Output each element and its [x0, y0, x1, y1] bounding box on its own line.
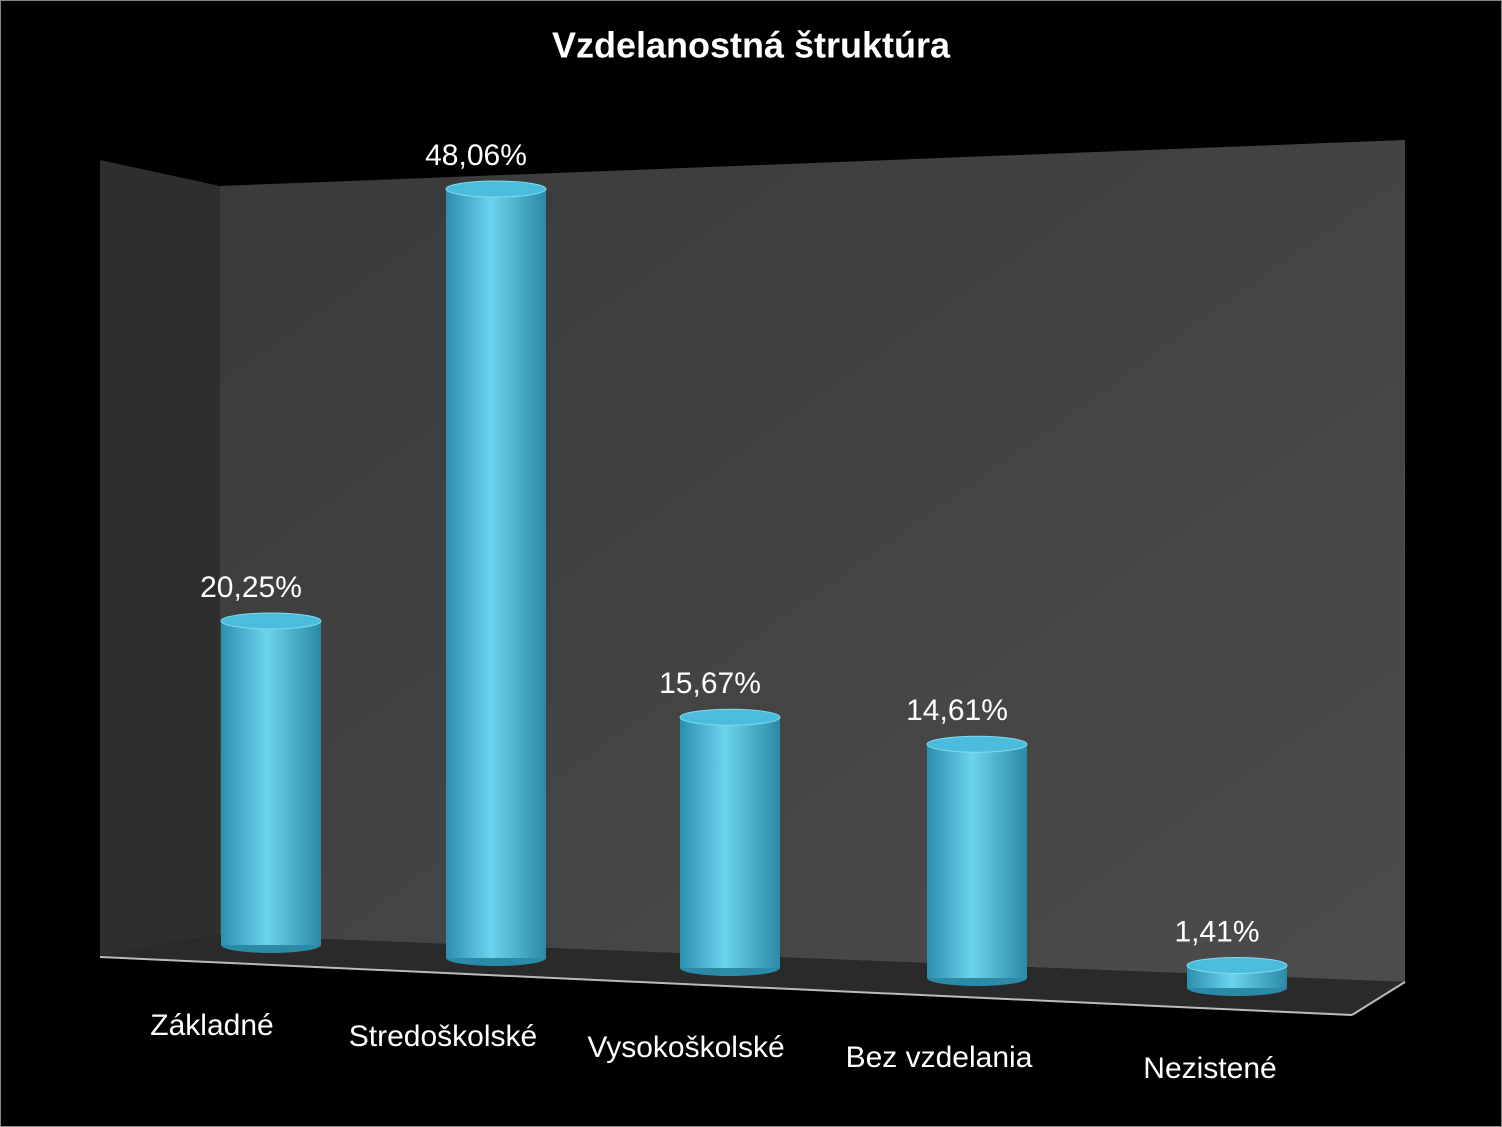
x-tick-label: Nezistené	[1143, 1052, 1276, 1085]
bar	[927, 744, 1027, 978]
value-label: 20,25%	[200, 571, 302, 604]
back-wall	[220, 140, 1405, 982]
value-label: 15,67%	[659, 667, 761, 700]
x-tick-label: Základné	[150, 1009, 273, 1042]
x-tick-label: Vysokoškolské	[587, 1031, 784, 1064]
x-tick-label: Stredoškolské	[349, 1020, 537, 1053]
value-label: 14,61%	[906, 694, 1008, 727]
x-tick-label: Bez vzdelania	[846, 1041, 1033, 1074]
side-wall	[100, 160, 220, 956]
floor-edge	[99, 956, 1353, 1016]
cylinder-top	[1186, 956, 1288, 974]
bar	[446, 189, 546, 959]
cylinder-top	[679, 708, 781, 726]
bar	[221, 621, 321, 945]
cylinder-top	[220, 612, 322, 630]
floor-edge	[1351, 981, 1406, 1016]
value-label: 48,06%	[425, 139, 527, 172]
chart-title: Vzdelanostná štruktúra	[552, 25, 951, 66]
value-label: 1,41%	[1174, 915, 1259, 948]
cylinder-top	[926, 735, 1028, 753]
cylinder-top	[445, 180, 547, 198]
bar	[680, 717, 780, 968]
